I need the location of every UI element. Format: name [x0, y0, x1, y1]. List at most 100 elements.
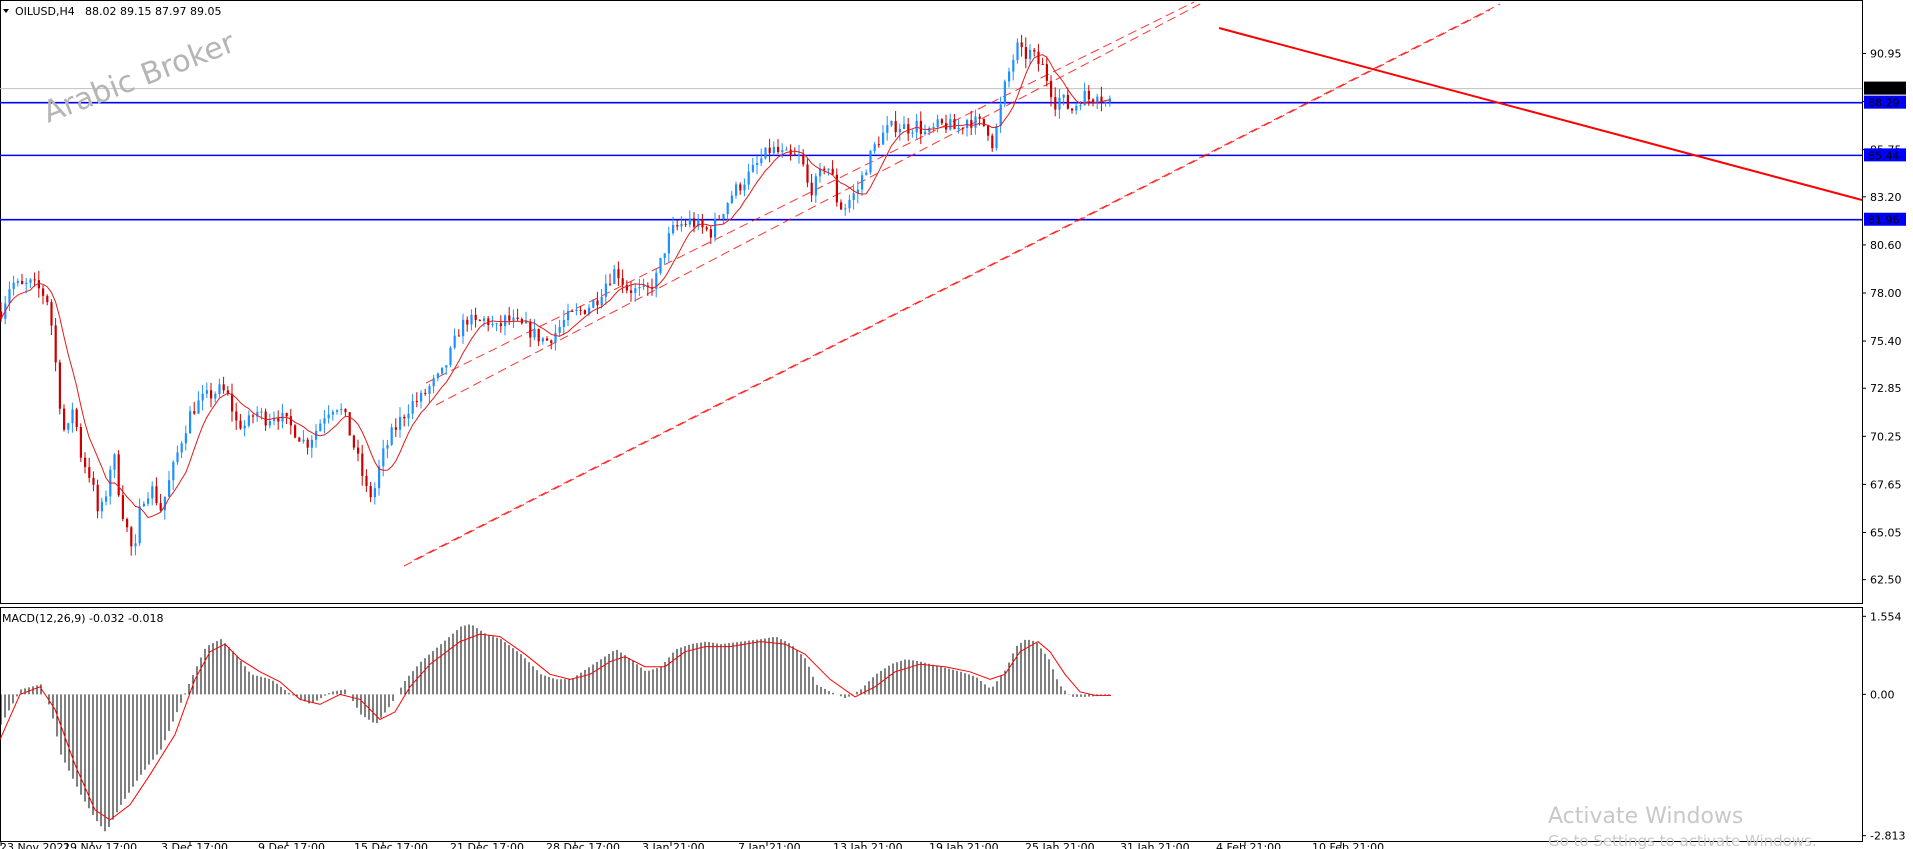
- candle-body-234: [982, 118, 985, 126]
- candle-body-49: [205, 390, 208, 394]
- x-tick-label-5: 21 Dec 17:00: [450, 841, 524, 849]
- candle-body-6: [25, 282, 28, 284]
- candle-body-13: [54, 325, 57, 363]
- candle-body-138: [579, 309, 582, 311]
- candle-body-106: [445, 365, 448, 368]
- symbol-header[interactable]: OILUSD,H4: [15, 5, 75, 18]
- candle-body-77: [323, 418, 326, 424]
- candle-body-168: [705, 227, 708, 230]
- candle-body-91: [382, 448, 385, 467]
- candle-body-243: [1020, 42, 1023, 48]
- candle-body-206: [865, 172, 868, 176]
- candle-body-184: [772, 146, 775, 154]
- candle-body-18: [75, 409, 78, 428]
- candle-body-153: [642, 285, 645, 288]
- candle-body-235: [987, 125, 990, 136]
- candle-body-262: [1100, 96, 1103, 103]
- candle-body-257: [1079, 105, 1082, 107]
- candle-body-43: [180, 443, 183, 453]
- candle-body-71: [298, 437, 301, 442]
- candle-body-215: [903, 124, 906, 130]
- candle-body-189: [793, 154, 796, 156]
- candle-body-247: [1037, 51, 1040, 64]
- candle-body-21: [88, 467, 91, 478]
- candle-body-204: [856, 189, 859, 194]
- candle-body-5: [21, 280, 24, 284]
- candle-body-232: [974, 116, 977, 128]
- candle-body-24: [100, 501, 103, 512]
- candle-body-32: [134, 543, 137, 547]
- y-tick-label-10: 65.05: [1870, 526, 1902, 539]
- candle-body-202: [848, 199, 851, 209]
- candle-body-169: [709, 229, 712, 238]
- candle-body-40: [168, 480, 171, 497]
- candle-body-25: [105, 496, 108, 502]
- candle-body-52: [218, 384, 221, 394]
- candle-body-223: [936, 119, 939, 127]
- candle-body-111: [466, 319, 469, 325]
- candle-body-195: [819, 168, 822, 177]
- candle-body-101: [424, 392, 427, 394]
- candle-body-114: [478, 320, 481, 322]
- candle-body-11: [46, 295, 49, 303]
- candle-body-229: [961, 127, 964, 129]
- candle-body-196: [823, 168, 826, 170]
- candle-body-207: [869, 150, 872, 173]
- activate-windows-text: Activate Windows: [1548, 804, 1743, 829]
- candle-body-251: [1054, 97, 1057, 110]
- watermark-text: Arabic Broker: [38, 25, 240, 130]
- candle-body-80: [336, 410, 339, 412]
- candle-body-137: [575, 309, 578, 311]
- moving-average: [0, 54, 1110, 519]
- candle-body-210: [882, 132, 885, 145]
- candle-body-14: [58, 362, 61, 409]
- candle-body-162: [680, 223, 683, 227]
- candle-body-72: [302, 439, 305, 442]
- candle-body-142: [596, 300, 599, 306]
- candle-body-216: [907, 124, 910, 134]
- candle-body-92: [386, 444, 389, 449]
- x-tick-label-9: 13 Jan 21:00: [833, 841, 903, 849]
- candle-body-201: [844, 208, 847, 210]
- candle-body-88: [369, 486, 372, 498]
- level-badge-2-bg: [1864, 212, 1906, 226]
- candle-body-141: [592, 300, 595, 308]
- candle-body-23: [96, 484, 99, 512]
- axes: 90.9588.3585.7583.2080.6078.0075.4072.85…: [0, 47, 1906, 849]
- macd-indicator: [0, 624, 1111, 832]
- candle-body-115: [483, 318, 486, 321]
- candle-body-147: [617, 269, 620, 279]
- y-tick-label-4: 80.60: [1870, 239, 1902, 252]
- candle-body-180: [756, 163, 759, 165]
- candle-body-98: [411, 401, 414, 414]
- candle-body-117: [491, 324, 494, 326]
- candle-body-254: [1066, 94, 1069, 109]
- candle-body-213: [894, 121, 897, 133]
- candle-body-217: [911, 132, 914, 134]
- candle-body-100: [420, 392, 423, 402]
- candle-body-157: [659, 258, 662, 273]
- candle-body-112: [470, 314, 473, 325]
- candle-body-248: [1041, 63, 1044, 65]
- candle-body-183: [768, 147, 771, 154]
- candle-body-136: [571, 310, 574, 312]
- candle-body-28: [117, 454, 120, 496]
- y-tick-label-7: 72.85: [1870, 382, 1902, 395]
- candle-body-47: [197, 400, 200, 414]
- level-badge-2: 81.96: [1868, 214, 1900, 227]
- candle-body-7: [29, 279, 32, 283]
- candle-body-60: [252, 415, 255, 417]
- candle-body-140: [588, 307, 591, 315]
- candle-body-236: [991, 135, 994, 149]
- candle-body-48: [201, 393, 204, 401]
- candle-body-176: [739, 184, 742, 191]
- candle-body-9: [37, 280, 40, 289]
- candle-body-10: [42, 288, 45, 296]
- candle-body-182: [764, 147, 767, 159]
- candle-body-73: [306, 439, 309, 448]
- downtrend-line: [1218, 27, 1863, 201]
- symbol-dropdown-icon[interactable]: [3, 9, 9, 13]
- candle-body-109: [457, 335, 460, 337]
- candle-body-130: [546, 338, 549, 341]
- ma-line: [0, 54, 1110, 519]
